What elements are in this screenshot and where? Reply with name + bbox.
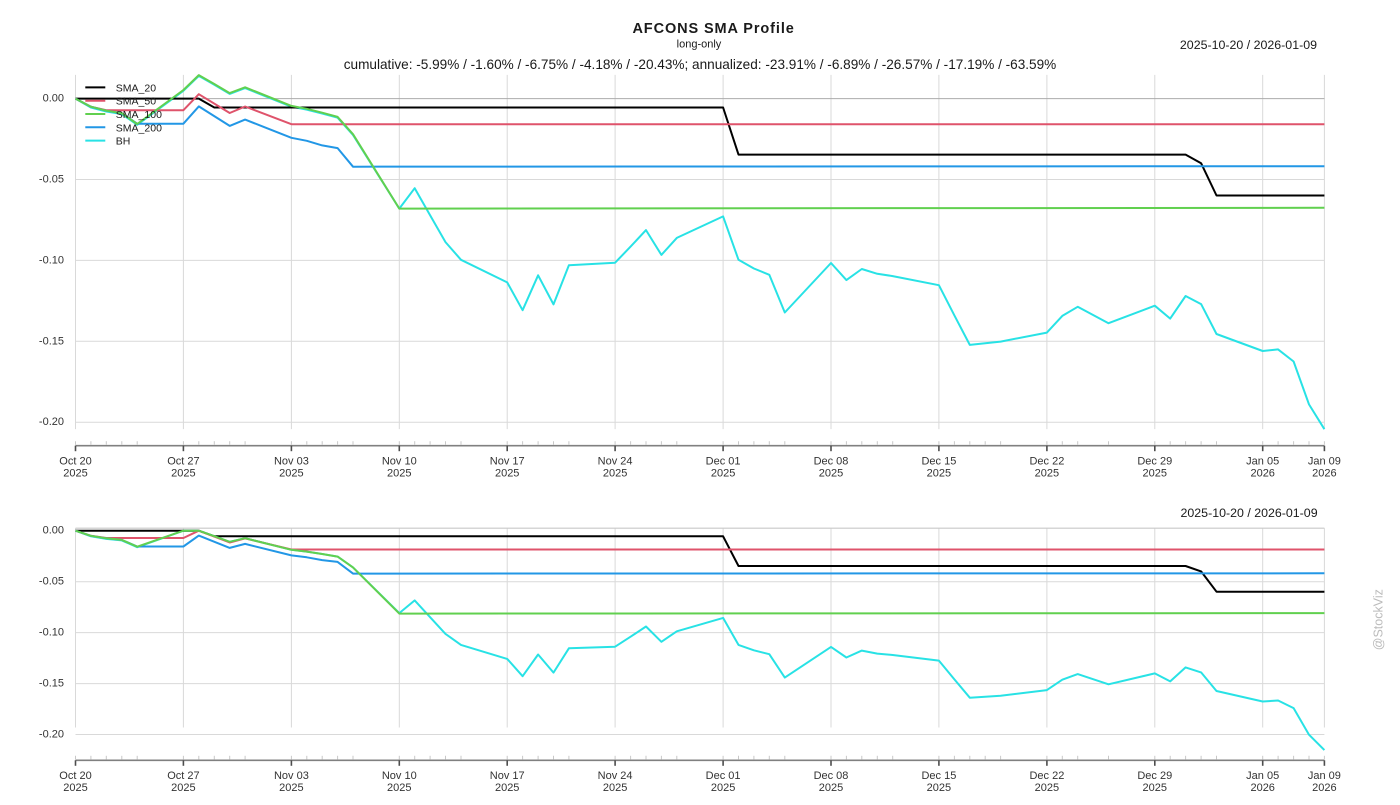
svg-text:Dec 15: Dec 15 (921, 770, 956, 782)
svg-text:-0.10: -0.10 (39, 254, 64, 266)
svg-text:Nov 03: Nov 03 (274, 770, 309, 782)
svg-text:-0.20: -0.20 (39, 416, 64, 428)
svg-text:Dec 29: Dec 29 (1137, 770, 1172, 782)
svg-text:SMA_100: SMA_100 (116, 109, 162, 121)
svg-text:2025: 2025 (1143, 468, 1167, 480)
svg-text:2026: 2026 (1312, 468, 1336, 480)
svg-text:SMA_50: SMA_50 (116, 96, 156, 108)
svg-text:2025: 2025 (387, 782, 411, 794)
svg-text:SMA_200: SMA_200 (116, 122, 162, 134)
svg-text:2026: 2026 (1250, 782, 1274, 794)
svg-text:Dec 08: Dec 08 (814, 770, 849, 782)
svg-text:2025: 2025 (819, 782, 843, 794)
svg-text:-0.05: -0.05 (39, 174, 64, 186)
svg-text:2026: 2026 (1312, 782, 1336, 794)
svg-text:2025: 2025 (819, 468, 843, 480)
svg-text:Dec 01: Dec 01 (706, 770, 741, 782)
svg-text:2025: 2025 (63, 782, 87, 794)
svg-text:2025: 2025 (927, 782, 951, 794)
svg-text:Dec 15: Dec 15 (921, 455, 956, 467)
svg-text:AFCONS SMA Profile: AFCONS SMA Profile (632, 21, 794, 37)
svg-text:Nov 10: Nov 10 (382, 455, 417, 467)
svg-text:Jan 09: Jan 09 (1308, 770, 1341, 782)
svg-text:Dec 29: Dec 29 (1137, 455, 1172, 467)
svg-text:2025: 2025 (495, 782, 519, 794)
svg-text:2025: 2025 (711, 468, 735, 480)
svg-text:cumulative: -5.99% / -1.60% /: cumulative: -5.99% / -1.60% / -6.75% / -… (344, 57, 1057, 72)
svg-text:Nov 10: Nov 10 (382, 770, 417, 782)
svg-text:-0.15: -0.15 (39, 335, 64, 347)
svg-text:0.00: 0.00 (43, 525, 64, 537)
svg-text:-0.20: -0.20 (39, 729, 64, 741)
svg-text:2025: 2025 (171, 468, 195, 480)
svg-text:Oct 20: Oct 20 (59, 770, 91, 782)
svg-text:Nov 17: Nov 17 (490, 455, 525, 467)
svg-text:Nov 17: Nov 17 (490, 770, 525, 782)
svg-text:2025: 2025 (495, 468, 519, 480)
svg-text:2025: 2025 (711, 782, 735, 794)
svg-text:Dec 08: Dec 08 (814, 455, 849, 467)
svg-text:Dec 22: Dec 22 (1029, 455, 1064, 467)
svg-text:2025: 2025 (171, 782, 195, 794)
svg-text:Oct 20: Oct 20 (59, 455, 91, 467)
svg-text:Oct 27: Oct 27 (167, 455, 199, 467)
svg-text:2025: 2025 (279, 468, 303, 480)
svg-text:Nov 03: Nov 03 (274, 455, 309, 467)
svg-text:2025: 2025 (387, 468, 411, 480)
svg-text:Nov 24: Nov 24 (598, 455, 633, 467)
svg-text:@StockViz: @StockViz (1372, 589, 1386, 650)
svg-text:2025-10-20 / 2026-01-09: 2025-10-20 / 2026-01-09 (1180, 38, 1317, 52)
svg-text:Oct 27: Oct 27 (167, 770, 199, 782)
svg-text:2025: 2025 (279, 782, 303, 794)
svg-text:2025: 2025 (927, 468, 951, 480)
svg-text:2025: 2025 (1035, 782, 1059, 794)
svg-text:-0.05: -0.05 (39, 576, 64, 588)
svg-text:Jan 05: Jan 05 (1246, 455, 1279, 467)
svg-text:Jan 09: Jan 09 (1308, 455, 1341, 467)
svg-text:long-only: long-only (677, 38, 722, 50)
svg-text:BH: BH (116, 136, 131, 148)
svg-text:2025-10-20 / 2026-01-09: 2025-10-20 / 2026-01-09 (1181, 506, 1318, 520)
svg-text:2026: 2026 (1250, 468, 1274, 480)
svg-text:0.00: 0.00 (43, 93, 64, 105)
svg-text:Dec 01: Dec 01 (706, 455, 741, 467)
svg-text:2025: 2025 (1143, 782, 1167, 794)
svg-text:2025: 2025 (603, 782, 627, 794)
svg-text:Nov 24: Nov 24 (598, 770, 633, 782)
svg-text:SMA_20: SMA_20 (116, 82, 156, 94)
svg-text:-0.10: -0.10 (39, 627, 64, 639)
svg-text:2025: 2025 (603, 468, 627, 480)
svg-text:-0.15: -0.15 (39, 678, 64, 690)
svg-text:2025: 2025 (63, 468, 87, 480)
svg-text:2025: 2025 (1035, 468, 1059, 480)
svg-text:Jan 05: Jan 05 (1246, 770, 1279, 782)
svg-text:Dec 22: Dec 22 (1029, 770, 1064, 782)
